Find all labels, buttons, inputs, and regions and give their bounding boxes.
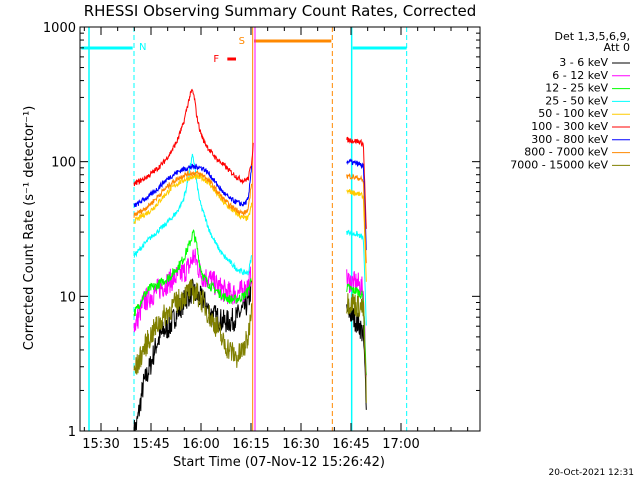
y-tick-label: 10	[59, 290, 76, 305]
series-line-3-6-kev	[346, 301, 367, 410]
x-tick-label: 16:45	[332, 437, 369, 452]
x-tick-label: 16:15	[232, 437, 269, 452]
legend-label-800-7000-kev: 800 - 7000 keV	[524, 146, 608, 159]
series-line-7000-15000-kev	[346, 293, 367, 403]
x-tick-label: 16:00	[182, 437, 219, 452]
saa-flag: S	[239, 36, 245, 47]
x-tick-label: 16:30	[282, 437, 319, 452]
plot-area: N S F 1 10 100 1000 15:30 15:45 16:00 16:15 16:30 16…	[43, 21, 481, 452]
plot-frame	[79, 26, 481, 432]
legend-header-line-2: Att 0	[604, 41, 630, 54]
series-line-300-800-kev	[133, 163, 253, 208]
plot-timestamp: 20-Oct-2021 12:31	[549, 468, 634, 478]
series-line-25-50-kev	[346, 229, 367, 326]
series-line-300-800-kev	[346, 158, 367, 251]
legend-label-3-6-kev: 3 - 6 keV	[559, 56, 608, 69]
series-line-50-100-kev	[133, 173, 253, 224]
night-flag: N	[139, 42, 146, 53]
legend-header-line-1: Det 1,3,5,6,9,	[554, 30, 630, 43]
series-line-100-300-kev	[346, 136, 367, 229]
legend-label-50-100-kev: 50 - 100 keV	[538, 107, 608, 120]
series-line-12-25-kev	[133, 229, 252, 317]
series-line-7000-15000-kev	[133, 278, 253, 375]
x-tick-label: 15:30	[82, 437, 119, 452]
legend-label-300-800-kev: 300 - 800 keV	[531, 133, 608, 146]
x-tick-label: 15:45	[132, 437, 169, 452]
y-tick-label: 1000	[43, 21, 76, 36]
y-tick-label: 1	[68, 425, 76, 440]
series-line-100-300-kev	[133, 88, 254, 187]
y-axis-label: Corrected Count Rate (s⁻¹ detector⁻¹)	[22, 106, 37, 351]
series-line-800-7000-kev	[346, 173, 367, 264]
legend-label-7000-15000-kev: 7000 - 15000 keV	[510, 158, 608, 171]
series-line-25-50-kev	[133, 153, 253, 276]
legend-label-25-50-kev: 25 - 50 keV	[545, 94, 608, 107]
legend-label-12-25-kev: 12 - 25 keV	[545, 82, 608, 95]
series-line-6-12-kev	[133, 248, 253, 333]
series-line-800-7000-kev	[133, 169, 253, 218]
y-tick-label: 100	[51, 156, 76, 171]
legend-label-100-300-kev: 100 - 300 keV	[531, 120, 608, 133]
chart-title: RHESSI Observing Summary Count Rates, Co…	[84, 2, 477, 20]
flare-flag: F	[213, 54, 219, 65]
series-line-50-100-kev	[346, 189, 367, 282]
x-axis-label: Start Time (07-Nov-12 15:26:42)	[173, 455, 385, 470]
x-tick-label: 17:00	[382, 437, 419, 452]
legend-label-6-12-kev: 6 - 12 keV	[552, 69, 608, 82]
series-line-3-6-kev	[133, 278, 253, 432]
